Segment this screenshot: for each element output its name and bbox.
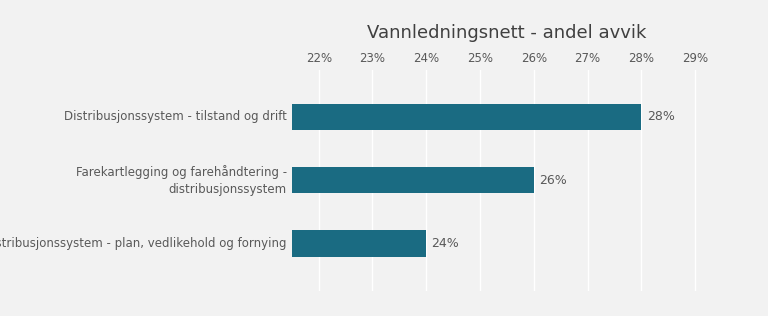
Text: 26%: 26% bbox=[539, 173, 567, 187]
Bar bbox=[292, 104, 641, 130]
Text: 28%: 28% bbox=[647, 110, 674, 124]
Text: 24%: 24% bbox=[432, 237, 459, 250]
Bar bbox=[292, 230, 426, 257]
Title: Vannledningsnett - andel avvik: Vannledningsnett - andel avvik bbox=[367, 24, 647, 42]
Bar bbox=[292, 167, 534, 193]
